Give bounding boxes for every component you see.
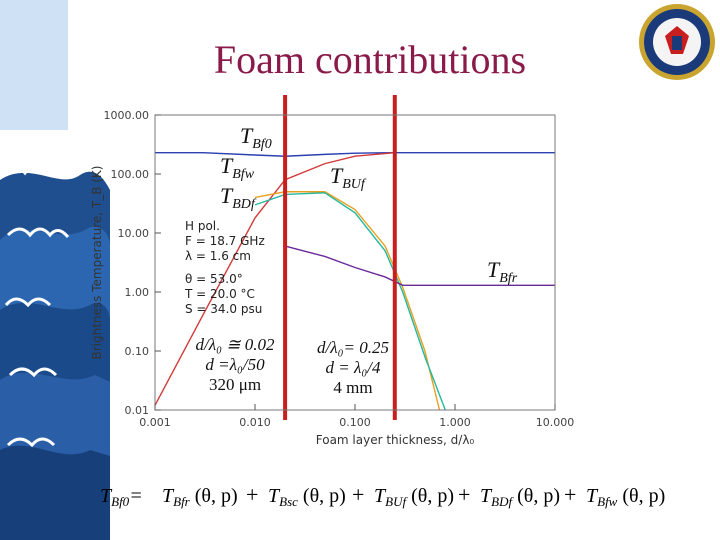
right-annotation-line: d = λ₀/4 — [326, 358, 381, 377]
formula-equals: = — [129, 485, 143, 507]
left-annotation-line: 320 μm — [209, 375, 261, 394]
y-tick-label: 1000.00 — [104, 109, 150, 122]
x-tick-label: 0.001 — [139, 416, 171, 429]
series-t-bdf — [254, 191, 441, 411]
formula-term-bfr: TBfr (θ, p) — [162, 485, 238, 509]
formula-plus: + — [458, 482, 470, 507]
formula-term-bsc: TBsc (θ, p) — [268, 485, 346, 509]
x-axis-label: Foam layer thickness, d/λ₀ — [316, 433, 475, 447]
y-tick-label: 1.00 — [125, 286, 150, 299]
y-tick-label: 0.01 — [125, 404, 150, 417]
slide-title: Foam contributions — [213, 37, 527, 82]
series-t-bfr — [284, 245, 555, 286]
right-annotation-line: d/λ₀= 0.25 — [317, 338, 389, 357]
foam-formula: TBf0= TBfr (θ, p) + TBsc (θ, p) + TBUf (θ, p… — [100, 482, 665, 509]
formula-plus: + — [352, 482, 364, 507]
formula-plus: + — [564, 482, 576, 507]
x-tick-label: 1.000 — [439, 416, 471, 429]
series-label-t-bdf: TBDf — [220, 183, 257, 212]
formula-lhs: T — [100, 485, 113, 507]
param-line: S = 34.0 psu — [185, 302, 262, 316]
brightness-temperature-chart: 0.001 0.010 0.100 1.000 10.000 1000.00 100.00 1… — [90, 95, 575, 447]
param-line: λ = 1.6 cm — [185, 249, 251, 263]
param-line: H pol. — [185, 219, 220, 233]
x-tick-label: 10.000 — [536, 416, 575, 429]
y-tick-label: 10.00 — [118, 227, 150, 240]
formula-lhs-sub: Bf0 — [111, 494, 130, 509]
left-color-band — [0, 0, 68, 130]
param-line: F = 18.7 GHz — [185, 234, 265, 248]
y-tick-label: 100.00 — [111, 168, 150, 181]
svg-text:TBf0=: TBf0= — [100, 485, 143, 509]
y-axis-label: Brightness Temperature, T_B (K) — [90, 166, 104, 360]
x-tick-label: 0.010 — [239, 416, 271, 429]
formula-plus: + — [246, 482, 258, 507]
series-label-t-bfr: TBfr — [487, 257, 518, 286]
wave-illustration — [0, 165, 110, 540]
left-annotation-line: d =λ₀/50 — [205, 355, 265, 374]
agency-seal-icon — [639, 4, 715, 80]
param-line: T = 20.0 °C — [184, 287, 255, 301]
left-annotation-line: d/λ₀ ≅ 0.02 — [196, 335, 275, 354]
series-t-bf0 — [155, 151, 555, 157]
series-label-t-bf0: TBf0 — [240, 123, 272, 152]
formula-term-bfw: TBfw (θ, p) — [586, 485, 665, 509]
series-label-t-buf: TBUf — [330, 163, 367, 192]
y-tick-label: 0.10 — [125, 345, 150, 358]
formula-term-bdf: TBDf (θ, p) — [480, 485, 560, 509]
param-line: θ = 53.0° — [185, 272, 243, 286]
formula-term-buf: TBUf (θ, p) — [374, 485, 454, 509]
right-annotation-line: 4 mm — [333, 378, 372, 397]
x-tick-label: 0.100 — [339, 416, 371, 429]
series-label-t-bfw: TBfw — [220, 153, 255, 182]
series-t-bfw — [254, 192, 446, 411]
